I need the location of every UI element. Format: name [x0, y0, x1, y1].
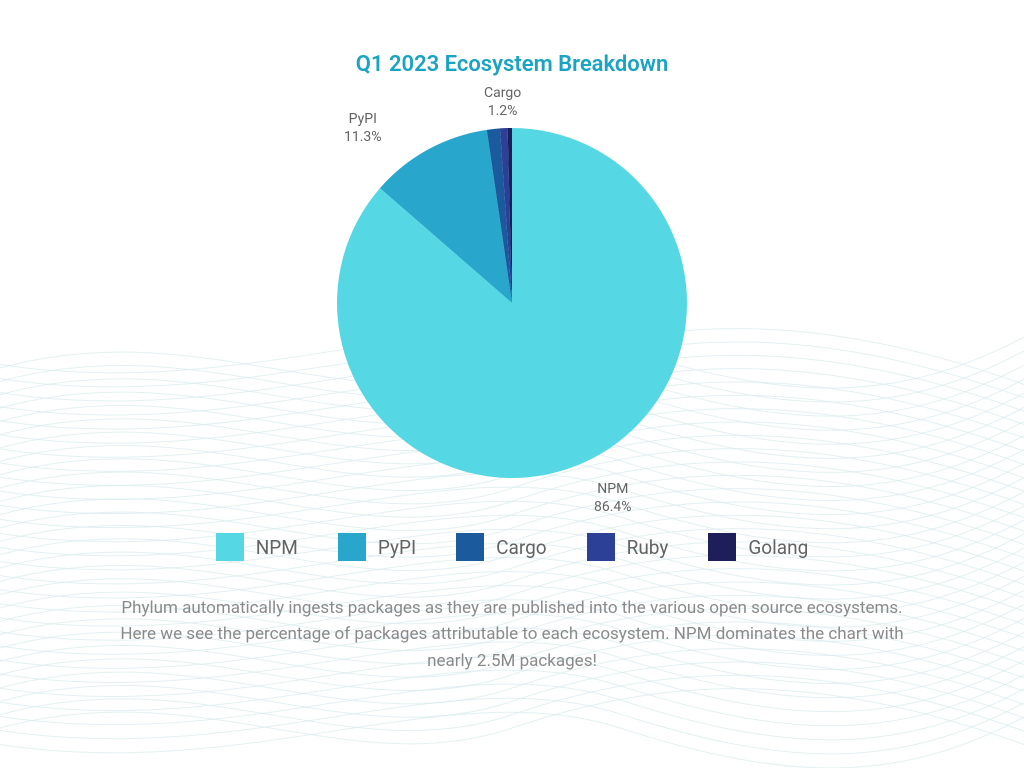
legend-item-ruby: Ruby — [587, 533, 669, 561]
legend-label: NPM — [256, 536, 298, 559]
slice-label-name: NPM — [594, 481, 632, 499]
legend-swatch — [587, 533, 615, 561]
slice-label-value: 1.2% — [484, 103, 521, 121]
legend-item-golang: Golang — [708, 533, 808, 561]
legend-swatch — [216, 533, 244, 561]
caption-text: Phylum automatically ingests packages as… — [102, 595, 922, 674]
pie-svg — [302, 93, 722, 513]
slice-label-value: 86.4% — [594, 499, 632, 517]
chart-title: Q1 2023 Ecosystem Breakdown — [356, 52, 669, 77]
chart-container: Q1 2023 Ecosystem Breakdown NPM 86.4% Py… — [0, 0, 1024, 768]
slice-label-name: Cargo — [484, 85, 521, 103]
legend-swatch — [338, 533, 366, 561]
slice-label-pypi: PyPI 11.3% — [344, 111, 382, 146]
legend: NPM PyPI Cargo Ruby Golang — [216, 533, 809, 561]
legend-item-cargo: Cargo — [456, 533, 546, 561]
legend-item-npm: NPM — [216, 533, 298, 561]
slice-label-cargo: Cargo 1.2% — [484, 85, 521, 120]
legend-swatch — [456, 533, 484, 561]
legend-label: PyPI — [378, 536, 416, 559]
slice-label-name: PyPI — [344, 111, 382, 129]
legend-label: Cargo — [496, 536, 546, 559]
legend-swatch — [708, 533, 736, 561]
slice-label-value: 11.3% — [344, 129, 382, 147]
pie-chart: NPM 86.4% PyPI 11.3% Cargo 1.2% — [302, 93, 722, 513]
slice-label-npm: NPM 86.4% — [594, 481, 632, 516]
legend-item-pypi: PyPI — [338, 533, 416, 561]
legend-label: Ruby — [627, 536, 669, 559]
legend-label: Golang — [748, 536, 808, 559]
